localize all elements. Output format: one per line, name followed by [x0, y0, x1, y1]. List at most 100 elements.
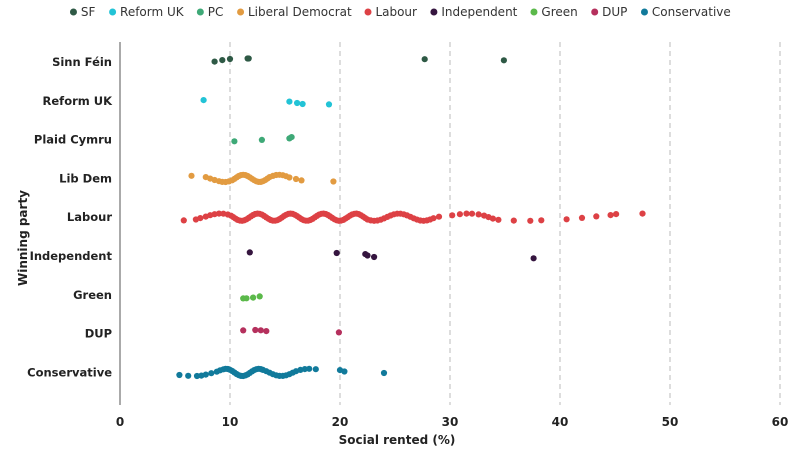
- point-labour-108: [607, 212, 614, 219]
- point-labour-94: [456, 211, 463, 218]
- point-labour-6: [215, 210, 223, 217]
- point-liberal-democrat-32: [292, 175, 300, 183]
- y-axis-title: Winning party: [16, 190, 30, 286]
- point-labour-0: [180, 217, 187, 224]
- point-labour-95: [463, 210, 470, 217]
- point-sf-1: [219, 57, 226, 64]
- point-conservative-1: [185, 372, 192, 379]
- legend-label-labour: Labour: [375, 5, 417, 19]
- legend-swatch-independent: [430, 8, 438, 16]
- point-pc-0: [231, 138, 238, 145]
- point-dup-4: [335, 329, 342, 336]
- legend-swatch-conservative: [640, 8, 648, 16]
- point-sf-5: [421, 56, 428, 63]
- legend-swatch-green: [530, 8, 538, 16]
- legend-label-green: Green: [541, 5, 577, 19]
- point-independent-5: [530, 255, 537, 262]
- point-dup-1: [252, 326, 259, 334]
- legend-label-conservative: Conservative: [652, 5, 731, 19]
- point-labour-105: [563, 216, 570, 223]
- point-conservative-40: [312, 366, 319, 373]
- point-liberal-democrat-0: [188, 172, 195, 179]
- chart-legend: SF Reform UK PC Liberal Democrat Labour Indep…: [69, 5, 731, 19]
- series-liberal-democrat: [188, 171, 337, 186]
- x-tick-label-60: 60: [772, 415, 789, 429]
- x-tick-labels: 0 10 20 30 40 50 60: [116, 415, 789, 429]
- point-labour-93: [449, 212, 456, 219]
- category-label-labour: Labour: [67, 210, 112, 224]
- legend-label-pc: PC: [208, 5, 224, 19]
- point-labour-2: [197, 215, 204, 222]
- point-independent-3: [364, 252, 371, 259]
- legend-item-labour: Labour: [364, 5, 417, 19]
- x-tick-label-50: 50: [662, 415, 679, 429]
- point-independent-1: [333, 249, 340, 257]
- point-labour-107: [593, 213, 600, 220]
- category-label-plaid-cymru: Plaid Cymru: [34, 133, 112, 147]
- point-green-2: [250, 294, 257, 301]
- point-labour-104: [538, 217, 545, 224]
- series-pc: [231, 134, 295, 145]
- point-independent-0: [246, 249, 253, 256]
- point-conservative-42: [341, 368, 348, 375]
- legend-label-liberal-democrat: Liberal Democrat: [248, 5, 352, 19]
- legend-item-liberal-democrat: Liberal Democrat: [237, 5, 352, 19]
- category-label-independent: Independent: [30, 249, 113, 263]
- legend-item-independent: Independent: [430, 5, 518, 19]
- point-labour-92: [435, 213, 443, 220]
- series-sf: [211, 55, 507, 65]
- x-tick-label-10: 10: [222, 415, 239, 429]
- point-labour-97: [475, 211, 482, 218]
- point-conservative-39: [306, 365, 313, 372]
- series-reform-uk: [200, 97, 333, 108]
- point-labour-91: [430, 215, 437, 222]
- legend-swatch-labour: [364, 8, 372, 16]
- point-conservative-4: [202, 371, 209, 378]
- data-points: [176, 55, 646, 380]
- legend-item-reform-uk: Reform UK: [109, 5, 185, 19]
- point-conservative-5: [208, 370, 215, 377]
- point-reform-uk-1: [286, 98, 293, 105]
- category-label-dup: DUP: [85, 327, 112, 341]
- series-conservative: [176, 365, 388, 380]
- series-independent: [246, 249, 537, 262]
- point-sf-6: [500, 57, 507, 64]
- point-liberal-democrat-31: [286, 174, 293, 181]
- category-label-lib-dem: Lib Dem: [59, 171, 112, 185]
- legend-item-pc: PC: [196, 5, 224, 19]
- category-label-sinn-fein: Sinn Féin: [52, 55, 112, 69]
- point-reform-uk-3: [299, 100, 306, 108]
- category-label-reform-uk: Reform UK: [43, 94, 114, 108]
- point-labour-101: [495, 216, 502, 223]
- point-liberal-democrat-33: [298, 177, 305, 184]
- category-labels: Sinn Féin Reform UK Plaid Cymru Lib Dem Labo…: [27, 55, 113, 379]
- point-dup-0: [240, 327, 247, 334]
- point-labour-100: [489, 215, 496, 222]
- point-reform-uk-2: [294, 99, 301, 107]
- category-label-green: Green: [73, 288, 112, 302]
- point-conservative-43: [380, 369, 388, 377]
- point-dup-2: [257, 327, 264, 334]
- point-reform-uk-0: [200, 97, 207, 104]
- legend-swatch-dup: [591, 8, 599, 16]
- point-sf-2: [226, 55, 234, 63]
- point-labour-109: [613, 211, 620, 218]
- series-green: [240, 293, 263, 302]
- point-labour-106: [578, 214, 586, 221]
- legend-item-sf: SF: [69, 5, 96, 19]
- x-tick-label-40: 40: [552, 415, 569, 429]
- point-conservative-38: [301, 366, 308, 373]
- point-sf-4: [245, 55, 252, 62]
- point-pc-3: [288, 134, 295, 141]
- point-labour-96: [468, 210, 476, 217]
- legend-label-dup: DUP: [602, 5, 627, 19]
- legend-swatch-pc: [196, 8, 204, 16]
- point-labour-103: [527, 217, 534, 224]
- point-sf-0: [211, 58, 218, 65]
- x-tick-label-30: 30: [442, 415, 459, 429]
- series-labour: [180, 210, 646, 224]
- x-axis-title: Social rented (%): [339, 433, 456, 447]
- point-liberal-democrat-34: [330, 178, 337, 185]
- point-pc-1: [258, 136, 265, 143]
